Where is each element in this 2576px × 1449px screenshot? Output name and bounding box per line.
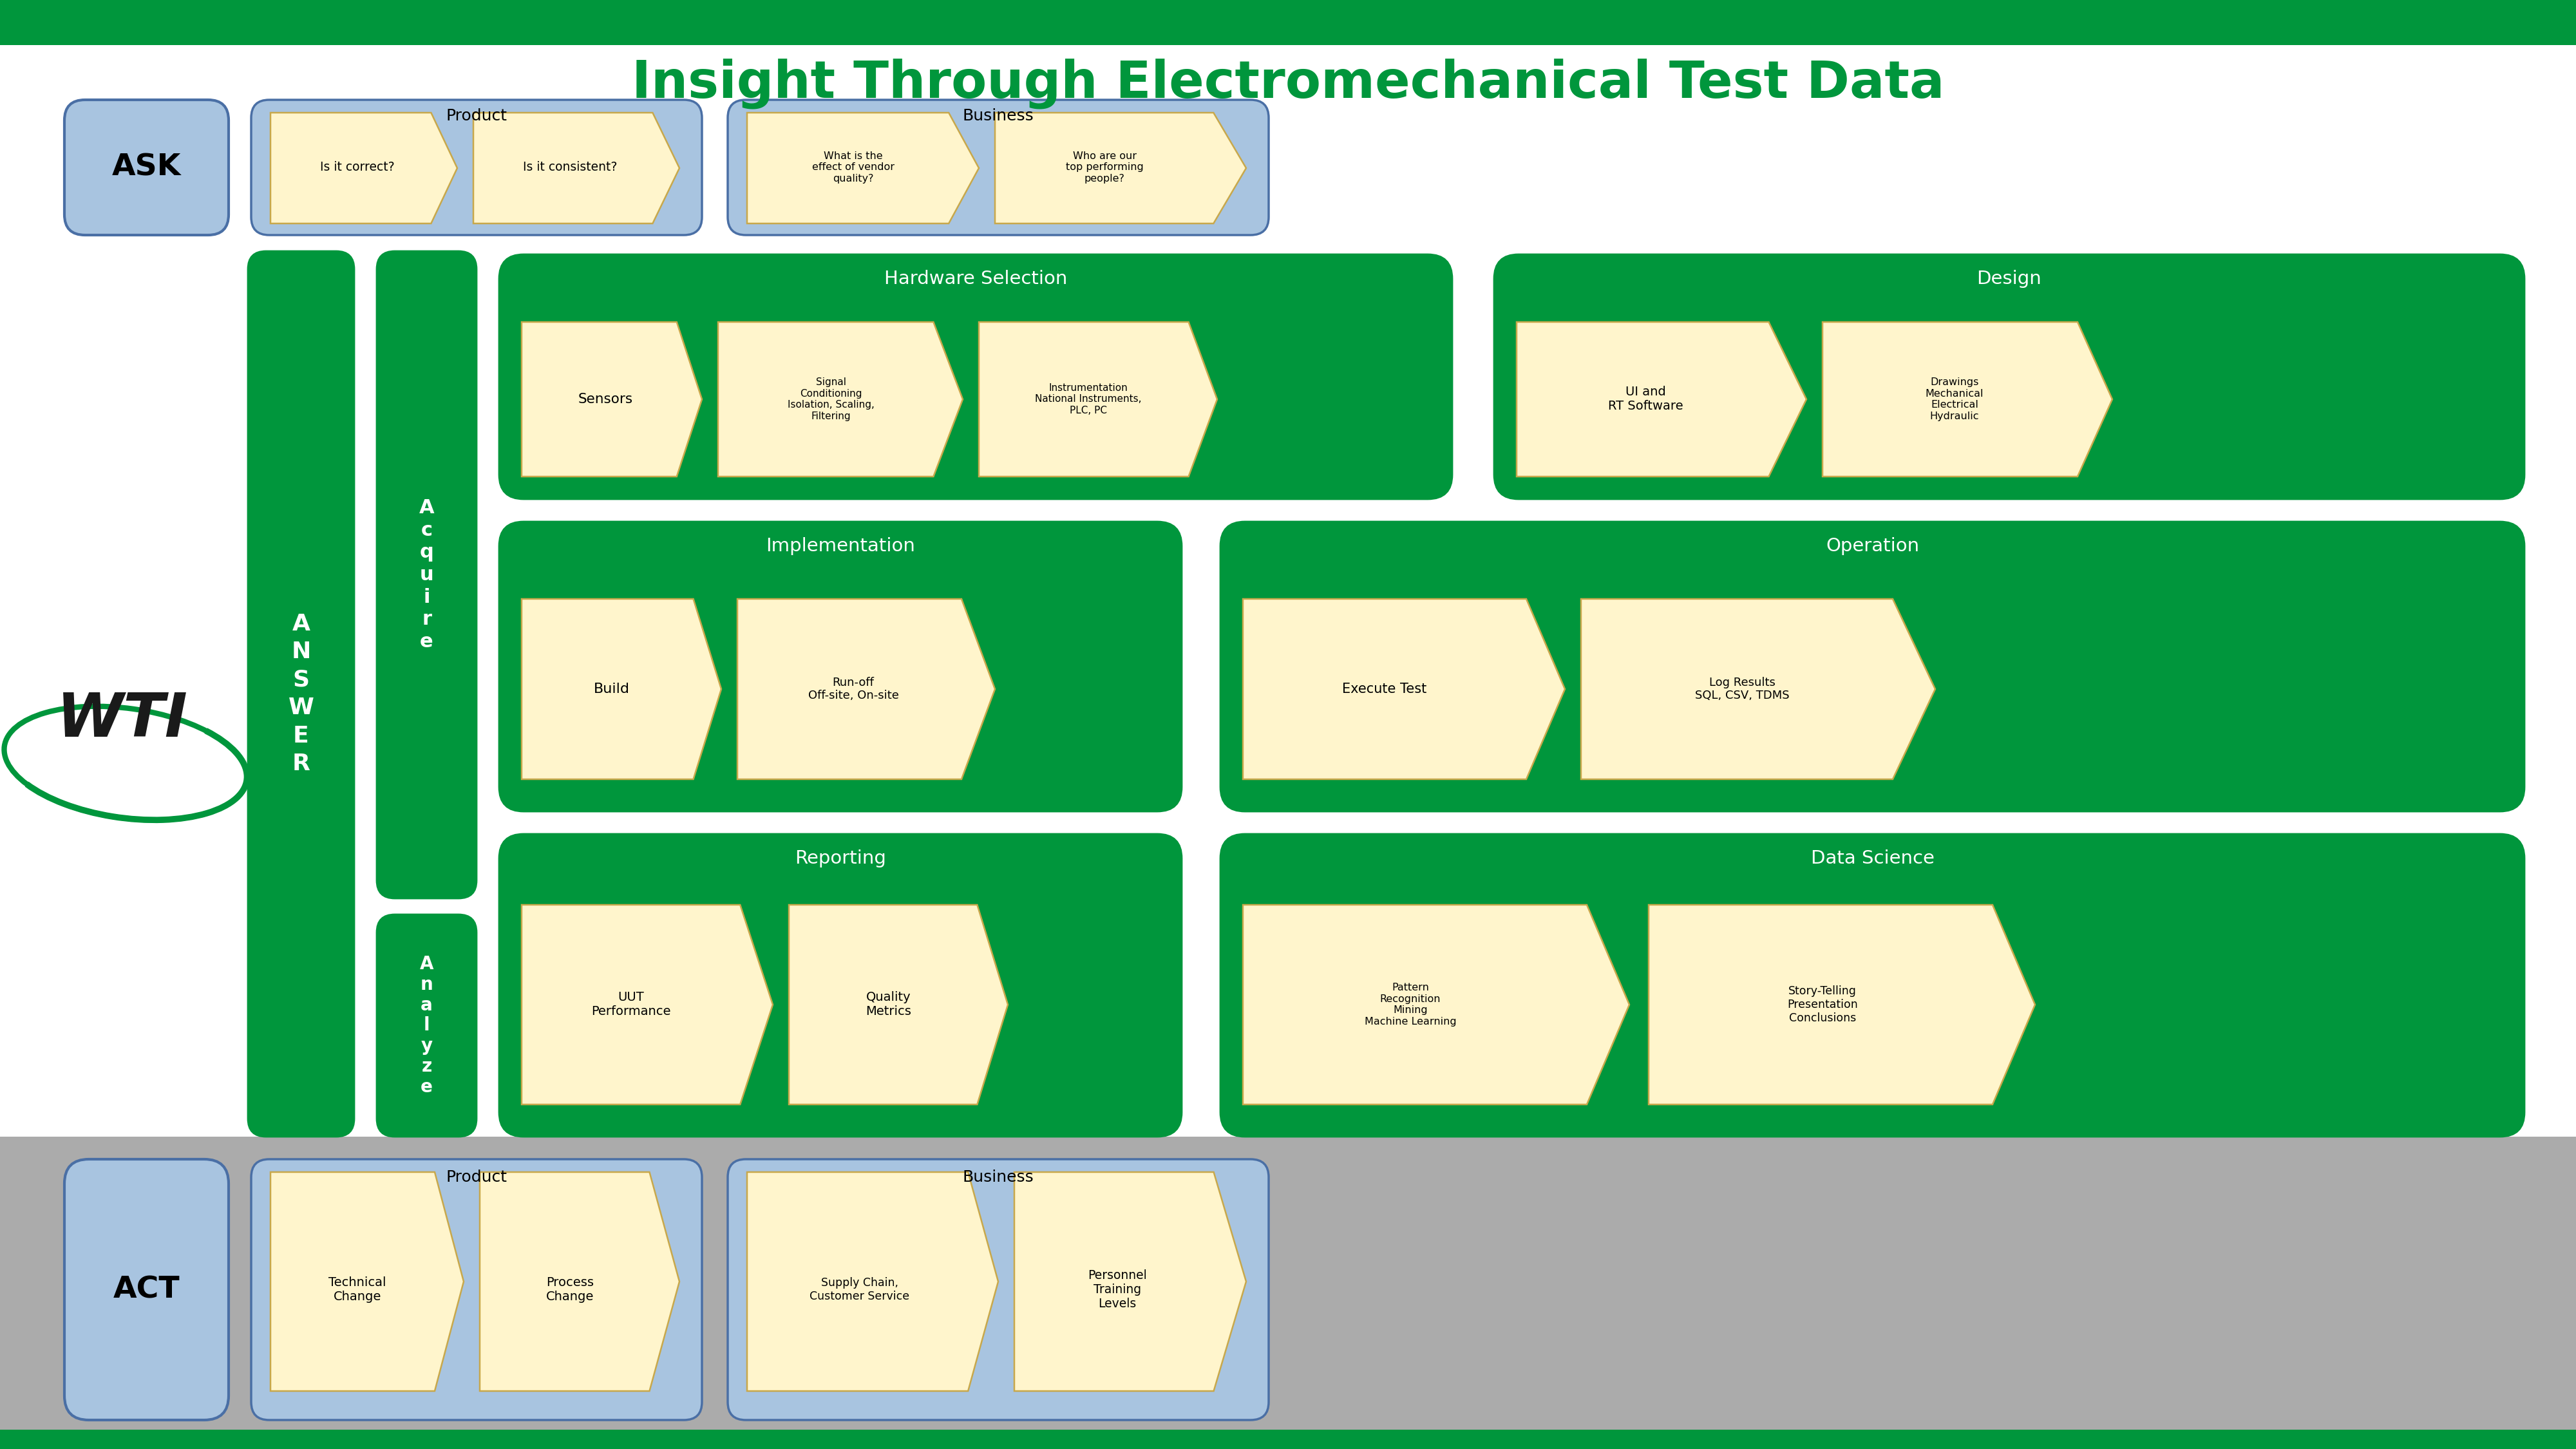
FancyBboxPatch shape bbox=[729, 1159, 1270, 1420]
Text: Run-off
Off-site, On-site: Run-off Off-site, On-site bbox=[809, 677, 899, 701]
FancyBboxPatch shape bbox=[376, 914, 477, 1136]
Polygon shape bbox=[1242, 904, 1631, 1104]
FancyBboxPatch shape bbox=[252, 1159, 701, 1420]
Polygon shape bbox=[270, 1172, 464, 1391]
FancyBboxPatch shape bbox=[376, 251, 477, 898]
FancyBboxPatch shape bbox=[252, 100, 701, 235]
Text: UUT
Performance: UUT Performance bbox=[592, 991, 670, 1017]
Text: Technical
Change: Technical Change bbox=[330, 1277, 386, 1303]
Text: Is it correct?: Is it correct? bbox=[319, 161, 394, 174]
Polygon shape bbox=[520, 904, 773, 1104]
Text: Who are our
top performing
people?: Who are our top performing people? bbox=[1066, 151, 1144, 184]
Text: Pattern
Recognition
Mining
Machine Learning: Pattern Recognition Mining Machine Learn… bbox=[1365, 982, 1455, 1026]
Text: Story-Telling
Presentation
Conclusions: Story-Telling Presentation Conclusions bbox=[1788, 985, 1857, 1024]
Polygon shape bbox=[1582, 598, 1935, 780]
Polygon shape bbox=[788, 904, 1007, 1104]
Polygon shape bbox=[719, 322, 963, 477]
Text: Is it consistent?: Is it consistent? bbox=[523, 161, 618, 174]
Text: Hardware Selection: Hardware Selection bbox=[884, 270, 1066, 288]
FancyBboxPatch shape bbox=[500, 835, 1182, 1136]
Polygon shape bbox=[994, 113, 1247, 223]
FancyBboxPatch shape bbox=[500, 255, 1453, 498]
Text: WTI: WTI bbox=[57, 690, 188, 749]
Text: Process
Change: Process Change bbox=[546, 1277, 595, 1303]
FancyBboxPatch shape bbox=[1221, 835, 2524, 1136]
Text: Build: Build bbox=[592, 682, 629, 696]
Text: What is the
effect of vendor
quality?: What is the effect of vendor quality? bbox=[811, 151, 894, 184]
Text: Log Results
SQL, CSV, TDMS: Log Results SQL, CSV, TDMS bbox=[1695, 677, 1790, 701]
Text: Drawings
Mechanical
Electrical
Hydraulic: Drawings Mechanical Electrical Hydraulic bbox=[1924, 378, 1984, 420]
Polygon shape bbox=[520, 322, 701, 477]
Text: Execute Test: Execute Test bbox=[1342, 682, 1427, 696]
Text: Personnel
Training
Levels: Personnel Training Levels bbox=[1087, 1269, 1146, 1310]
FancyBboxPatch shape bbox=[64, 1159, 229, 1420]
Text: Product: Product bbox=[446, 109, 507, 123]
Text: Business: Business bbox=[963, 1169, 1033, 1185]
FancyBboxPatch shape bbox=[247, 251, 355, 1136]
Text: Quality
Metrics: Quality Metrics bbox=[866, 991, 912, 1017]
Polygon shape bbox=[1242, 598, 1566, 780]
Polygon shape bbox=[1015, 1172, 1247, 1391]
Text: A
n
a
l
y
z
e: A n a l y z e bbox=[420, 955, 433, 1097]
Polygon shape bbox=[1649, 904, 2035, 1104]
Bar bbox=[0, 1430, 2576, 1449]
Bar bbox=[0, 1136, 2576, 1449]
Polygon shape bbox=[474, 113, 680, 223]
Polygon shape bbox=[747, 113, 979, 223]
Text: ACT: ACT bbox=[113, 1275, 180, 1304]
Polygon shape bbox=[520, 598, 721, 780]
Polygon shape bbox=[737, 598, 994, 780]
Text: Insight Through Electromechanical Test Data: Insight Through Electromechanical Test D… bbox=[631, 58, 1945, 109]
Text: Signal
Conditioning
Isolation, Scaling,
Filtering: Signal Conditioning Isolation, Scaling, … bbox=[788, 378, 873, 420]
Polygon shape bbox=[747, 1172, 999, 1391]
Text: Operation: Operation bbox=[1826, 538, 1919, 555]
FancyBboxPatch shape bbox=[1494, 255, 2524, 498]
Text: Implementation: Implementation bbox=[765, 538, 914, 555]
Text: A
c
q
u
i
r
e: A c q u i r e bbox=[420, 498, 435, 651]
Text: UI and
RT Software: UI and RT Software bbox=[1607, 385, 1682, 413]
Text: Reporting: Reporting bbox=[796, 849, 886, 868]
Text: Design: Design bbox=[1976, 270, 2043, 288]
Bar bbox=[0, 0, 2576, 45]
Polygon shape bbox=[479, 1172, 680, 1391]
Text: Instrumentation
National Instruments,
PLC, PC: Instrumentation National Instruments, PL… bbox=[1036, 383, 1141, 416]
FancyBboxPatch shape bbox=[500, 522, 1182, 811]
Text: ASK: ASK bbox=[111, 154, 180, 183]
Text: Business: Business bbox=[963, 109, 1033, 123]
Text: Supply Chain,
Customer Service: Supply Chain, Customer Service bbox=[809, 1277, 909, 1303]
Text: Product: Product bbox=[446, 1169, 507, 1185]
Text: Data Science: Data Science bbox=[1811, 849, 1935, 868]
Text: A
N
S
W
E
R: A N S W E R bbox=[289, 613, 314, 775]
FancyBboxPatch shape bbox=[64, 100, 229, 235]
Text: Sensors: Sensors bbox=[577, 393, 634, 406]
Polygon shape bbox=[1821, 322, 2112, 477]
Polygon shape bbox=[979, 322, 1216, 477]
FancyBboxPatch shape bbox=[729, 100, 1270, 235]
Polygon shape bbox=[270, 113, 459, 223]
Polygon shape bbox=[1517, 322, 1806, 477]
FancyBboxPatch shape bbox=[1221, 522, 2524, 811]
